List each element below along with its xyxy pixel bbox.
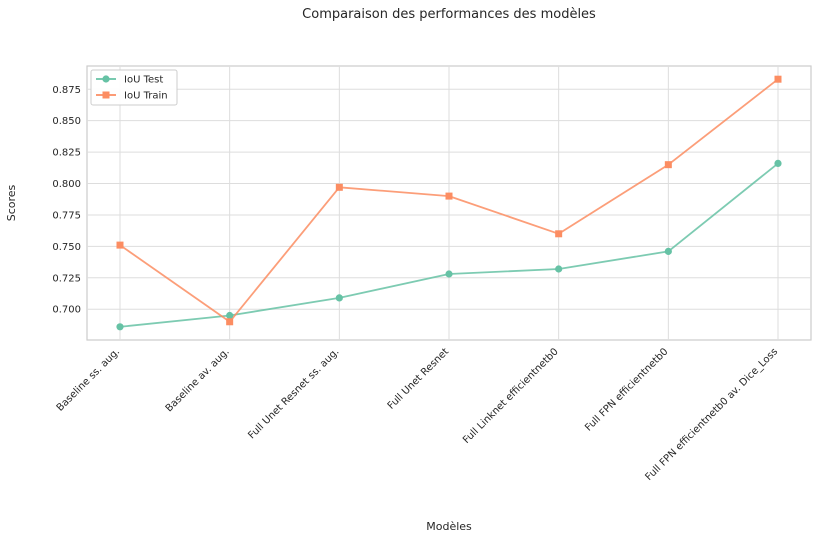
legend-label-0: IoU Test <box>124 75 163 86</box>
series-0-point-5 <box>664 247 672 255</box>
legend-marker-0 <box>102 75 110 83</box>
legend: IoU Test IoU Train <box>90 69 178 106</box>
series-0-point-2 <box>335 294 343 302</box>
chart-title: Comparaison des performances des modèles <box>302 7 596 22</box>
series-0-point-0 <box>116 323 124 331</box>
series-1-point-4 <box>555 230 563 238</box>
series-1-point-2 <box>335 183 343 191</box>
series-1-point-3 <box>445 192 453 200</box>
series-1-point-1 <box>226 318 234 326</box>
x-tick-labels: Baseline ss. aug. Baseline av. aug. Full U… <box>55 346 780 483</box>
x-axis-label: Modèles <box>426 520 472 533</box>
y-tick-label-6: 0.850 <box>52 116 81 127</box>
series-0-point-6 <box>774 159 782 168</box>
legend-label-1: IoU Train <box>124 91 168 102</box>
series-1-point-6 <box>774 75 782 83</box>
y-tick-label-7: 0.875 <box>52 85 81 96</box>
series-0-point-3 <box>445 270 453 278</box>
x-tick-label-2: Full Unet Resnet ss. aug. <box>246 346 341 441</box>
x-tick-label-3: Full Unet Resnet <box>386 346 451 411</box>
x-tick-label-1: Baseline av. aug. <box>164 346 232 414</box>
y-tick-label-2: 0.750 <box>52 242 81 253</box>
y-tick-label-5: 0.825 <box>52 148 81 159</box>
series-markers <box>116 75 782 331</box>
series-0-point-1 <box>226 311 234 320</box>
y-tick-labels: 0.700 0.725 0.750 0.775 0.800 0.825 0.850 0.875 <box>52 85 81 316</box>
series-1-point-5 <box>664 161 672 169</box>
y-tick-label-0: 0.700 <box>52 305 81 316</box>
x-tick-label-5: Full FPN efficientnetb0 <box>583 346 670 433</box>
x-tick-label-0: Baseline ss. aug. <box>55 346 122 413</box>
x-tick-label-4: Full Linknet efficientnetb0 <box>461 346 561 446</box>
legend-marker-1 <box>102 91 110 99</box>
y-tick-label-1: 0.725 <box>52 273 81 284</box>
y-axis-label: Scores <box>5 184 18 221</box>
y-tick-label-4: 0.800 <box>52 179 81 190</box>
grid-lines <box>87 66 811 340</box>
series-1-point-0 <box>116 241 124 249</box>
x-tick-label-6: Full FPN efficientnetb0 av. Dice_Loss <box>643 346 780 483</box>
series-0-point-4 <box>555 265 563 273</box>
y-tick-label-3: 0.775 <box>52 210 81 221</box>
